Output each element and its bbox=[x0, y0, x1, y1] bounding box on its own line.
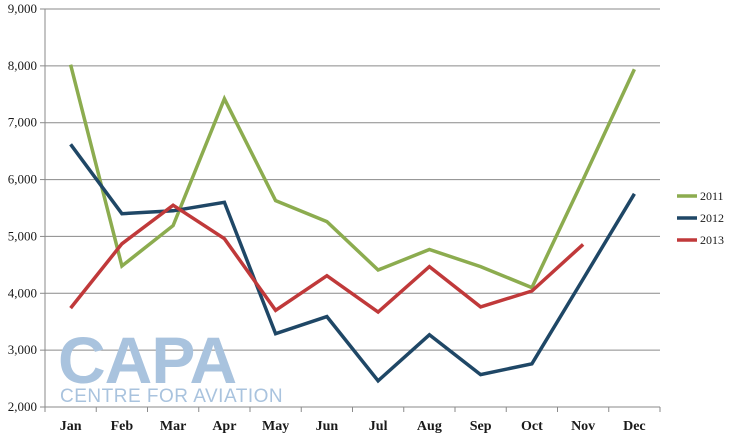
y-tick-label: 8,000 bbox=[8, 58, 37, 73]
x-tick-label: Aug bbox=[417, 419, 442, 434]
y-tick-label: 6,000 bbox=[8, 172, 37, 187]
x-tick-label: May bbox=[262, 419, 289, 434]
watermark-tagline: CENTRE FOR AVIATION bbox=[60, 386, 283, 407]
x-tick-label: Apr bbox=[212, 419, 236, 434]
x-axis-ticks: Jan Feb Mar Apr May Jun Jul Aug Sep Oct Nov Dec bbox=[44, 407, 661, 434]
gridlines bbox=[45, 8, 660, 351]
x-tick-label: Jan bbox=[60, 419, 82, 434]
y-tick-label: 3,000 bbox=[8, 342, 37, 357]
y-tick-label: 9,000 bbox=[8, 1, 37, 16]
x-tick-label: Jul bbox=[369, 419, 388, 434]
x-tick-label: Nov bbox=[571, 419, 595, 434]
y-tick-label: 4,000 bbox=[8, 285, 37, 300]
series-lines bbox=[68, 64, 636, 384]
x-tick-label: Sep bbox=[470, 419, 492, 434]
watermark-logo-text: CAPA bbox=[58, 323, 236, 397]
capa-watermark-logo: CAPA CENTRE FOR AVIATION bbox=[58, 323, 283, 407]
series-line-2013 bbox=[69, 203, 585, 315]
legend-label-2012: 2012 bbox=[700, 211, 724, 225]
legend: 2011 2012 2013 bbox=[677, 189, 724, 247]
legend-label-2013: 2013 bbox=[700, 233, 724, 247]
x-tick-label: Mar bbox=[160, 419, 186, 434]
y-tick-label: 7,000 bbox=[8, 115, 37, 130]
y-tick-label: 2,000 bbox=[8, 399, 37, 414]
x-tick-label: Jun bbox=[316, 419, 339, 434]
x-tick-label: Oct bbox=[521, 419, 543, 434]
y-tick-label: 5,000 bbox=[8, 228, 37, 243]
series-line-2011 bbox=[68, 64, 636, 290]
x-tick-label: Dec bbox=[623, 419, 646, 434]
x-tick-label: Feb bbox=[111, 419, 134, 434]
y-axis-ticks: 2,000 3,000 4,000 5,000 6,000 7,000 8,000 9,000 bbox=[8, 1, 45, 414]
legend-label-2011: 2011 bbox=[700, 189, 724, 203]
